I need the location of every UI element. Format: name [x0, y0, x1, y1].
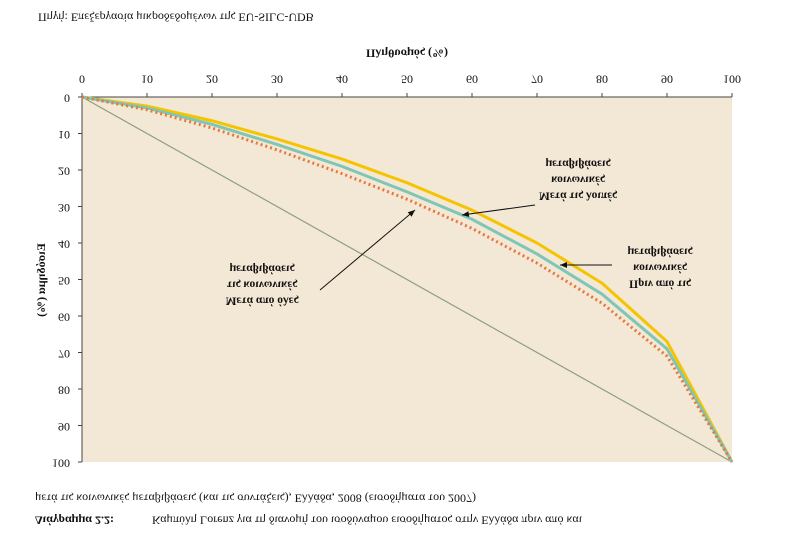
- lorenz-curve: [81, 95, 734, 463]
- annotation-arrow: [319, 209, 416, 291]
- x-tick-label: 50: [401, 72, 413, 86]
- x-tick-label: 10: [141, 72, 153, 86]
- annotation-arrow: [461, 204, 536, 218]
- x-tick-label: 30: [271, 72, 283, 86]
- x-tick-label: 100: [723, 72, 741, 86]
- x-tick-label: 90: [661, 72, 673, 86]
- lorenz-curve: [81, 95, 734, 463]
- y-tick-label: 90: [58, 420, 70, 434]
- annotation: Μετά τις λοιπές: [539, 189, 617, 202]
- annotation: μεταβιβάσεις: [230, 262, 295, 275]
- annotation: Πριν από τις: [629, 277, 691, 290]
- x-tick-label: 70: [531, 72, 543, 86]
- y-tick-label: 30: [58, 201, 70, 215]
- annotation: κοινωνικές: [551, 173, 605, 186]
- y-tick-label: 70: [58, 347, 70, 361]
- y-tick-label: 50: [58, 274, 70, 288]
- y-tick-label: 20: [58, 164, 70, 178]
- y-tick-label: 100: [52, 456, 70, 470]
- annotation: κοινωνικές: [633, 261, 687, 274]
- caption-line: Καμπύλη Lorenz για τη διανομή του ισοδύν…: [152, 513, 583, 527]
- x-tick-label: 20: [206, 72, 218, 86]
- y-tick-label: 10: [58, 128, 70, 142]
- annotation: Μετά από όλες: [226, 294, 299, 307]
- x-tick-label: 0: [79, 72, 85, 86]
- x-axis-label: Πληθυσμός (%): [366, 46, 448, 60]
- equality-line: [81, 96, 733, 463]
- x-tick-label: 60: [466, 72, 478, 86]
- caption-label: Διάγραμμα 2.2:: [35, 513, 114, 527]
- y-tick-label: 40: [58, 237, 70, 251]
- x-tick-label: 80: [596, 72, 608, 86]
- x-tick-label: 40: [336, 72, 348, 86]
- lorenz-curve: [81, 95, 734, 463]
- y-axis-label: Εισόδημα (%): [34, 243, 48, 317]
- annotation: μεταβιβάσεις: [546, 157, 611, 170]
- y-tick-label: 0: [64, 91, 70, 105]
- annotation: τις κοινωνικές: [227, 278, 298, 291]
- y-tick-label: 80: [58, 383, 70, 397]
- caption-line: μετά τις κοινωνικές μεταβιβάσεις (και τι…: [35, 491, 476, 505]
- source-note: Πηγή: Επεξεργασία μικροδεδομένων της EU-…: [38, 10, 314, 24]
- annotation: μεταβιβάσεις: [628, 245, 693, 258]
- y-tick-label: 60: [58, 310, 70, 324]
